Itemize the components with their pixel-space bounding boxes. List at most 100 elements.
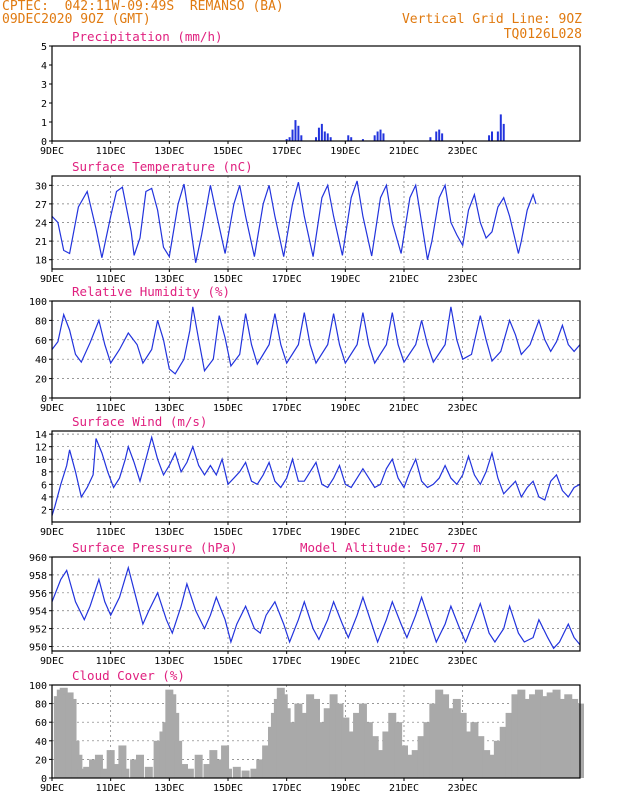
- temp-title: Surface Temperature (nC): [72, 159, 253, 174]
- y-tick-label: 80: [35, 316, 47, 327]
- y-tick-label: 18: [35, 256, 47, 267]
- wind-frame: [51, 430, 581, 523]
- y-tick-label: 60: [35, 718, 47, 729]
- x-tick-label: 19DEC: [330, 656, 360, 667]
- cloud-bar: [446, 708, 455, 778]
- x-tick-label: 21DEC: [389, 783, 419, 794]
- cloud-bar: [558, 698, 567, 778]
- y-tick-label: 30: [35, 181, 47, 192]
- temp-panel: 18 21 24 27 30 9DEC 11DEC 13DEC 15DEC 17DEC 19DEC 2…: [35, 159, 581, 285]
- x-tick-label: 21DEC: [389, 527, 419, 538]
- x-tick-label: 15DEC: [213, 146, 243, 157]
- y-tick-label: 956: [29, 589, 47, 600]
- precip-bar: [438, 129, 441, 141]
- x-tick-label: 21DEC: [389, 656, 419, 667]
- x-tick-label: 13DEC: [154, 527, 184, 538]
- cloud-bar: [423, 722, 432, 778]
- precip-bar: [326, 133, 329, 141]
- x-tick-label: 15DEC: [213, 783, 243, 794]
- cloud-bar: [112, 764, 121, 778]
- x-tick-label: 13DEC: [154, 403, 184, 414]
- temp-frame: [51, 175, 581, 270]
- cloud-bar: [405, 754, 414, 778]
- x-tick-label: 17DEC: [272, 274, 302, 285]
- precip-bar: [488, 135, 491, 141]
- cloud-bar: [482, 750, 491, 778]
- cloud-bar: [523, 698, 532, 778]
- x-tick-label: 17DEC: [272, 527, 302, 538]
- y-tick-label: 12: [35, 443, 47, 454]
- cloud-bar: [130, 759, 139, 778]
- precip-panel: 0 1 2 3 4 5 9DEC 11DEC 13DEC 15DEC 17DEC 19DEC 21DEC…: [40, 29, 581, 157]
- precip-bar: [361, 139, 364, 141]
- cloud-bar: [262, 745, 271, 778]
- y-tick-label: 20: [35, 755, 47, 766]
- cloud-bar: [203, 764, 212, 778]
- cloud-bar: [106, 750, 115, 778]
- precip-bar: [379, 129, 382, 141]
- cloud-bar: [312, 698, 320, 778]
- y-tick-label: 6: [41, 480, 47, 491]
- cloud-bar: [493, 740, 502, 778]
- cloud-frame: [51, 684, 581, 779]
- cloud-bar: [458, 712, 467, 778]
- precip-bar: [315, 137, 317, 141]
- vertical-grid-note: Vertical Grid Line: 9OZ: [401, 12, 582, 27]
- cloud-bar: [288, 722, 297, 778]
- y-tick-label: 24: [35, 219, 47, 230]
- cloud-bar: [499, 726, 508, 778]
- y-tick-label: 1: [41, 118, 47, 129]
- x-tick-label: 19DEC: [330, 403, 360, 414]
- y-tick-label: 3: [41, 80, 47, 91]
- cloud-bar: [100, 768, 109, 778]
- cloud-bar: [341, 717, 350, 778]
- cloud-panel: 0 20 40 60 80 100 9DEC 11DEC 13DEC 15DEC 17DEC 19DE…: [29, 668, 584, 794]
- x-tick-label: 11DEC: [96, 274, 126, 285]
- cloud-bar: [400, 745, 408, 778]
- precip-bar: [502, 123, 505, 141]
- precip-bar: [288, 137, 291, 141]
- y-tick-label: 10: [35, 455, 47, 466]
- x-tick-label: 15DEC: [213, 403, 243, 414]
- x-tick-label: 23DEC: [448, 274, 478, 285]
- precip-frame: [51, 45, 581, 142]
- precip-bar: [491, 131, 493, 141]
- cloud-bar: [517, 689, 526, 778]
- y-tick-label: 5: [41, 42, 47, 53]
- x-tick-label: 17DEC: [272, 656, 302, 667]
- precip-bar: [285, 139, 288, 141]
- cloud-bar: [83, 766, 92, 778]
- x-tick-label: 19DEC: [330, 783, 360, 794]
- x-tick-label: 13DEC: [154, 146, 184, 157]
- cloud-bar: [185, 768, 194, 778]
- cloud-bar: [121, 768, 130, 778]
- y-tick-label: 100: [29, 297, 47, 308]
- cloud-bar: [282, 708, 291, 778]
- cloud-bar: [209, 750, 218, 778]
- cloud-bar: [335, 703, 344, 778]
- cloud-bar: [306, 694, 315, 778]
- y-tick-label: 952: [29, 625, 47, 636]
- cloud-bar: [546, 692, 555, 778]
- cloud-bar: [153, 740, 162, 778]
- y-tick-label: 14: [35, 430, 47, 441]
- precip-bar: [429, 137, 432, 141]
- y-tick-label: 950: [29, 643, 47, 654]
- cloud-bar: [540, 696, 549, 778]
- pres-title: Surface Pressure (hPa): [72, 540, 238, 555]
- cloud-bar: [347, 731, 356, 778]
- x-tick-label: 9DEC: [40, 783, 64, 794]
- x-tick-label: 11DEC: [96, 783, 126, 794]
- cloud-bar: [441, 694, 450, 778]
- x-tick-label: 9DEC: [40, 274, 64, 285]
- cloud-bar: [144, 766, 153, 778]
- x-tick-label: 9DEC: [40, 403, 64, 414]
- cloud-bar: [417, 736, 426, 778]
- y-tick-label: 0: [41, 774, 47, 785]
- precip-bar: [300, 135, 303, 141]
- cloud-bar: [250, 768, 259, 778]
- x-tick-label: 15DEC: [213, 656, 243, 667]
- precip-bar: [435, 131, 438, 141]
- cloud-bar: [256, 759, 265, 778]
